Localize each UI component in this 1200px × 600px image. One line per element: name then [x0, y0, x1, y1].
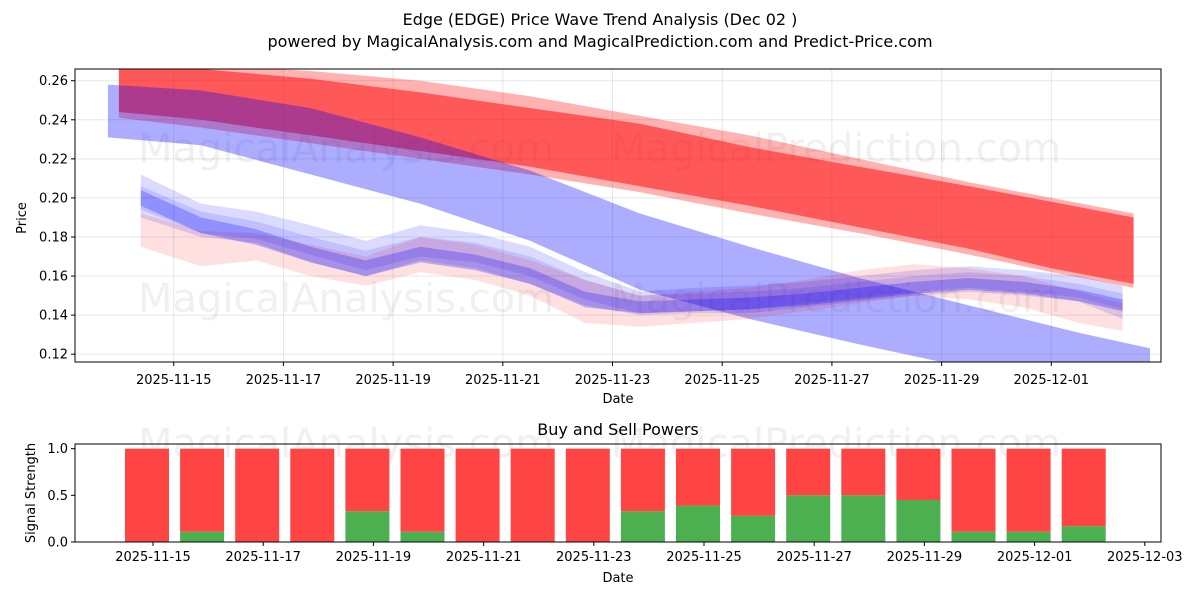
power-y-tick-label: 1.0	[47, 442, 68, 457]
price-y-tick-label: 0.12	[39, 348, 68, 363]
price-y-tick-label: 0.26	[39, 74, 68, 89]
power-x-tick-label: 2025-11-19	[336, 550, 412, 565]
power-x-tick-label: 2025-11-25	[666, 550, 742, 565]
sell-bar	[565, 448, 610, 542]
buy-bar	[786, 495, 831, 542]
power-x-axis-label: Date	[602, 571, 633, 586]
chart-subtitle: powered by MagicalAnalysis.com and Magic…	[267, 32, 932, 51]
sell-bar	[400, 448, 445, 532]
sell-bar	[1006, 448, 1051, 532]
buy-bar	[1061, 526, 1106, 542]
watermark-left-2: MagicalAnalysis.com	[138, 276, 554, 322]
buy-bar	[345, 511, 390, 542]
power-bars	[125, 448, 1106, 542]
price-x-tick-label: 2025-11-15	[136, 373, 212, 388]
sell-bar	[786, 448, 831, 496]
blue-wide-band	[107, 84, 1150, 362]
price-x-tick-label: 2025-11-27	[794, 373, 870, 388]
power-y-tick-label: 0.0	[47, 536, 68, 551]
price-y-tick-label: 0.14	[39, 309, 68, 324]
sell-bar	[455, 448, 500, 542]
buy-bar	[951, 531, 996, 542]
price-y-tick-label: 0.22	[39, 152, 68, 167]
red-light-band	[118, 69, 1134, 288]
power-x-ticks: 2025-11-15 2025-11-17 2025-11-19 2025-11-21…	[115, 542, 1183, 565]
price-grid	[75, 69, 1161, 362]
power-x-tick-label: 2025-11-21	[446, 550, 522, 565]
sell-bar	[620, 448, 665, 512]
power-y-axis-label: Signal Strength	[24, 443, 39, 543]
blue-wave-band-2	[140, 186, 1123, 314]
power-plot-frame	[74, 443, 1162, 543]
power-plot: MagicalAnalysis.com MagicalPrediction.co…	[47, 421, 1182, 565]
sell-bar	[951, 448, 996, 532]
price-y-tick-label: 0.16	[39, 270, 68, 285]
price-x-axis-label: Date	[602, 392, 633, 407]
price-y-tick-label: 0.18	[39, 230, 68, 245]
buy-bar	[620, 511, 665, 542]
sell-bar	[1061, 448, 1106, 527]
buy-bar	[180, 531, 225, 542]
price-bands	[107, 69, 1150, 362]
price-x-tick-label: 2025-11-17	[246, 373, 322, 388]
sell-bar	[676, 448, 720, 506]
price-y-ticks: 0.12 0.14 0.16 0.18 0.20 0.22 0.24 0.26	[39, 74, 75, 363]
sell-bar	[896, 448, 941, 500]
power-x-tick-label: 2025-12-03	[1107, 550, 1183, 565]
watermark-right-2: MagicalPrediction.com	[611, 276, 1061, 322]
power-x-tick-label: 2025-11-29	[887, 550, 963, 565]
sell-bar	[235, 448, 280, 542]
blue-wave-band-1	[140, 174, 1123, 319]
red-wide-band	[118, 69, 1134, 284]
price-x-ticks: 2025-11-15 2025-11-17 2025-11-19 2025-11-21…	[136, 362, 1089, 388]
buy-bar	[896, 500, 941, 542]
power-y-tick-label: 0.5	[47, 489, 68, 504]
power-chart-title: Buy and Sell Powers	[537, 420, 699, 439]
power-y-ticks: 0.0 0.5 1.0	[47, 442, 75, 551]
buy-bar	[731, 515, 776, 542]
sell-bar	[345, 448, 390, 512]
price-plot: MagicalAnalysis.com MagicalPrediction.co…	[39, 68, 1162, 388]
price-y-tick-label: 0.20	[39, 191, 68, 206]
power-x-tick-label: 2025-11-23	[556, 550, 632, 565]
power-x-tick-label: 2025-11-15	[115, 550, 191, 565]
power-x-tick-label: 2025-12-01	[997, 550, 1073, 565]
price-x-tick-label: 2025-11-19	[355, 373, 431, 388]
price-x-tick-label: 2025-11-25	[684, 373, 760, 388]
price-y-tick-label: 0.24	[39, 113, 68, 128]
red-wave-band	[140, 213, 1123, 331]
price-y-axis-label: Price	[15, 202, 30, 234]
sell-bar	[290, 448, 335, 542]
buy-bar	[1006, 531, 1051, 542]
sell-bar	[180, 448, 225, 532]
power-x-tick-label: 2025-11-27	[776, 550, 852, 565]
buy-bar	[676, 505, 720, 542]
price-x-tick-label: 2025-11-21	[465, 373, 541, 388]
price-plot-frame	[74, 68, 1162, 363]
price-x-tick-label: 2025-11-29	[904, 373, 980, 388]
sell-bar	[510, 448, 555, 542]
price-x-tick-label: 2025-11-23	[575, 373, 651, 388]
buy-bar	[400, 531, 445, 542]
price-x-tick-label: 2025-12-01	[1014, 373, 1090, 388]
sell-bar	[125, 448, 169, 542]
power-x-tick-label: 2025-11-17	[225, 550, 301, 565]
sell-bar	[841, 448, 886, 496]
chart-title: Edge (EDGE) Price Wave Trend Analysis (D…	[403, 10, 798, 29]
buy-bar	[841, 495, 886, 542]
sell-bar	[731, 448, 776, 516]
